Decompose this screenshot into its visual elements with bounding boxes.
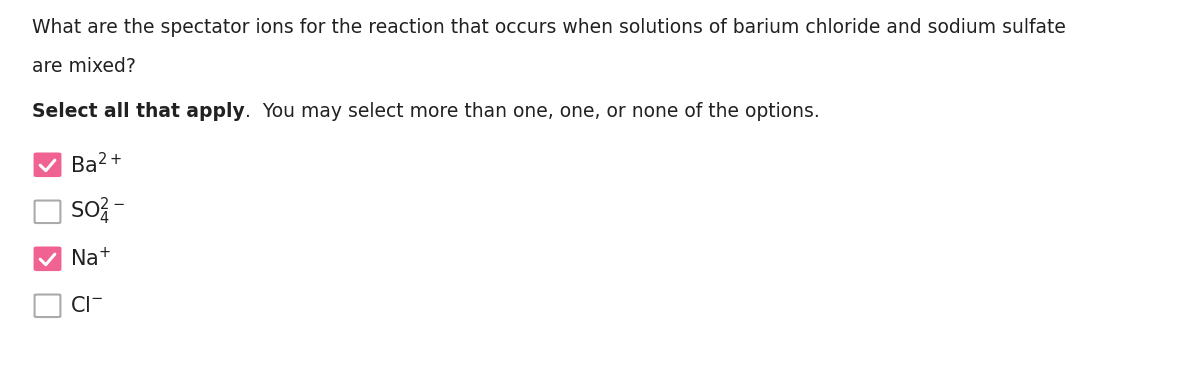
Text: Ba$^{2+}$: Ba$^{2+}$ — [70, 152, 122, 177]
Text: Cl$^{-}$: Cl$^{-}$ — [70, 296, 103, 316]
Text: are mixed?: are mixed? — [32, 57, 136, 76]
Text: What are the spectator ions for the reaction that occurs when solutions of bariu: What are the spectator ions for the reac… — [32, 18, 1066, 37]
Text: Select all that apply: Select all that apply — [32, 102, 245, 121]
Text: SO$_4^{2-}$: SO$_4^{2-}$ — [70, 196, 125, 227]
Text: Na$^{+}$: Na$^{+}$ — [70, 247, 112, 270]
Text: .  You may select more than one, one, or none of the options.: . You may select more than one, one, or … — [245, 102, 820, 121]
